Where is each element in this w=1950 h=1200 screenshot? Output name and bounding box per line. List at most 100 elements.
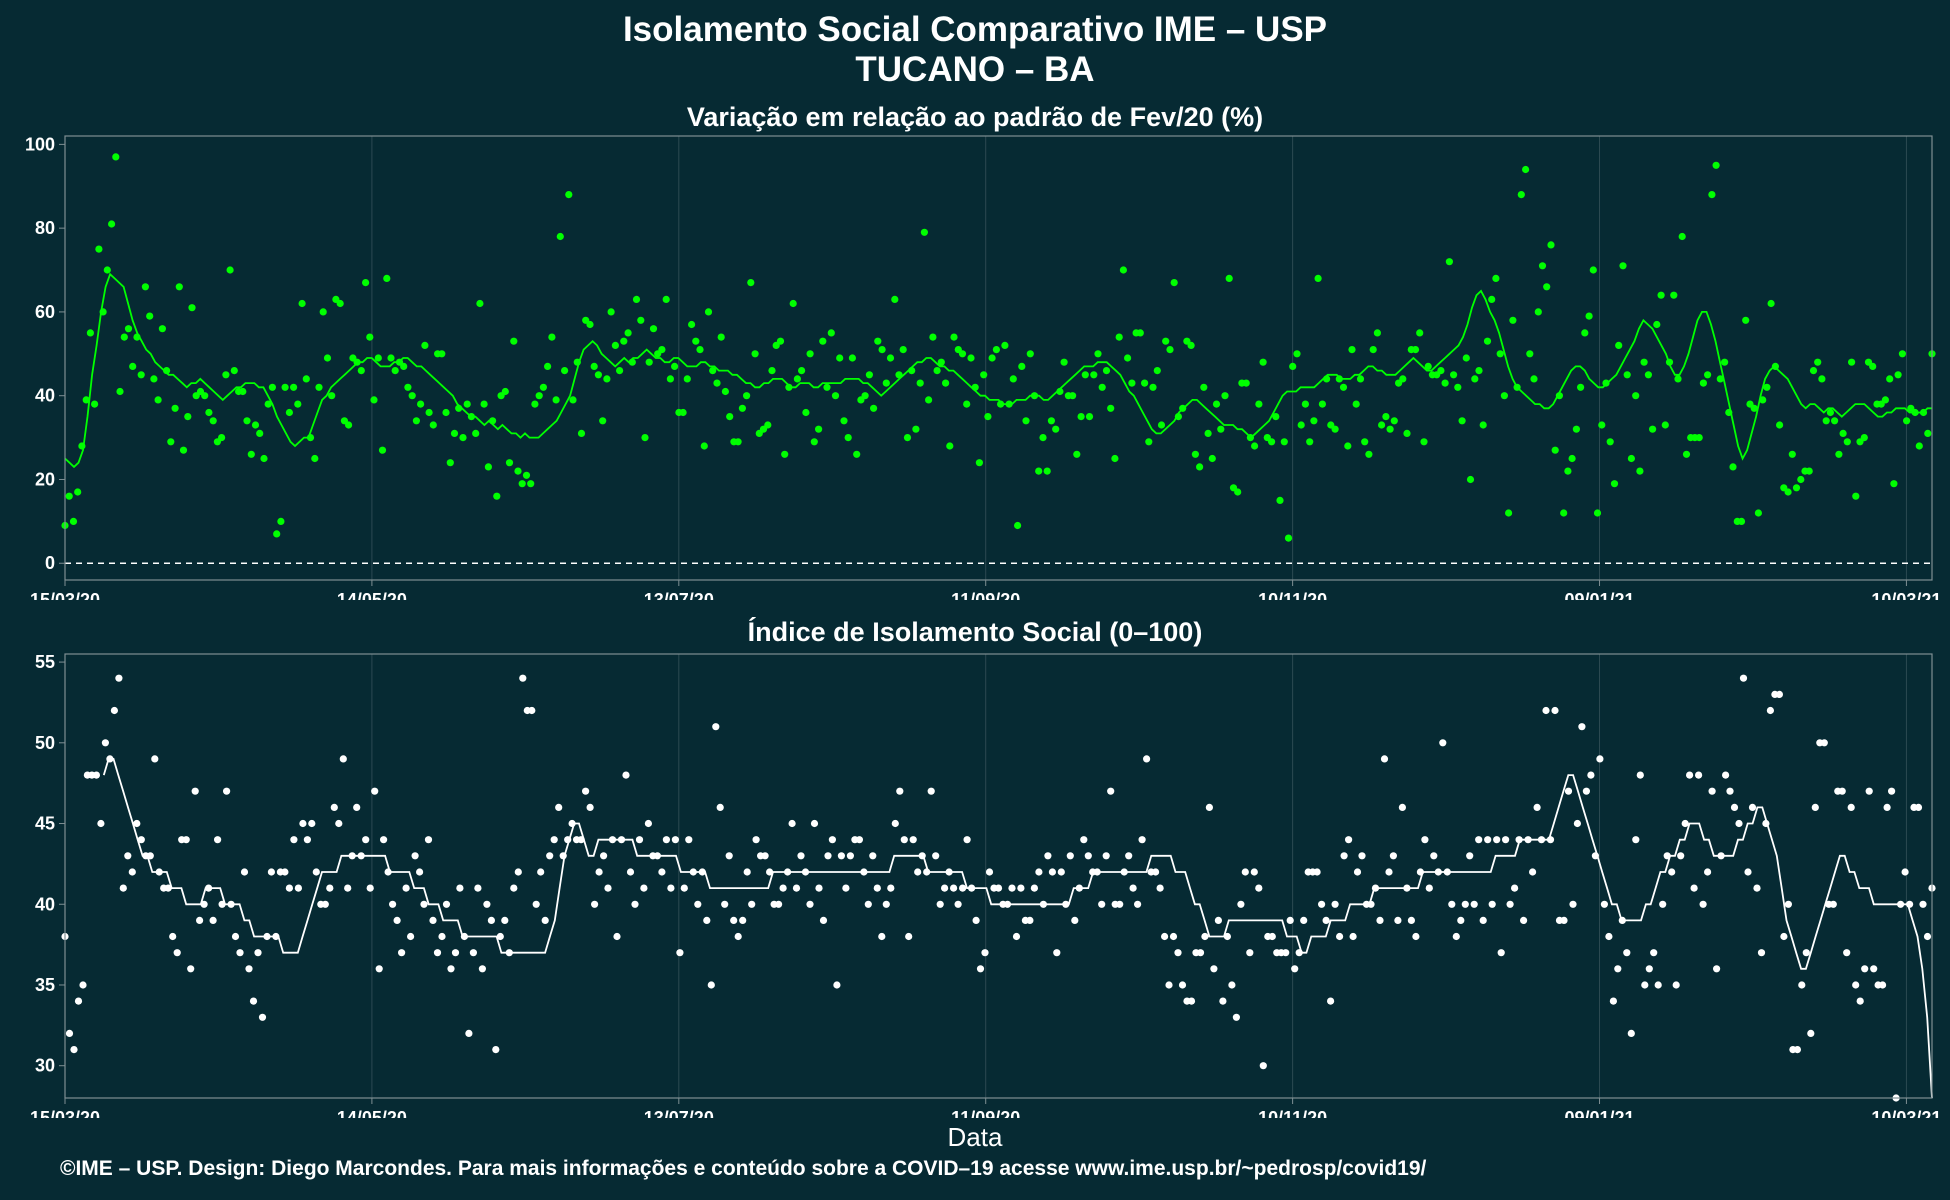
variation-data-point xyxy=(1141,379,1149,387)
y-tick-label: 30 xyxy=(35,1056,55,1076)
variation-data-point xyxy=(1792,484,1801,492)
index-data-point xyxy=(1291,965,1299,973)
variation-data-point xyxy=(823,383,831,391)
variation-data-point xyxy=(476,299,484,308)
variation-data-point xyxy=(1191,450,1199,458)
variation-data-point xyxy=(116,387,124,396)
index-data-point xyxy=(326,884,334,892)
index-data-point xyxy=(1852,981,1860,989)
variation-data-point xyxy=(806,350,814,358)
index-data-point xyxy=(779,884,787,892)
index-data-point xyxy=(945,868,953,876)
variation-data-point xyxy=(1598,421,1606,429)
index-data-point xyxy=(1484,836,1492,844)
index-data-point xyxy=(577,836,585,844)
variation-data-point xyxy=(679,408,687,417)
variation-data-point xyxy=(362,279,370,287)
variation-data-point xyxy=(391,367,399,375)
index-data-point xyxy=(1870,965,1878,973)
index-data-point xyxy=(1641,981,1649,989)
variation-data-point xyxy=(649,325,658,333)
variation-data-point xyxy=(1814,358,1822,366)
index-data-point xyxy=(734,932,742,941)
variation-data-point xyxy=(1039,434,1047,442)
variation-data-point xyxy=(450,429,459,437)
variation-data-point xyxy=(1069,392,1077,400)
index-data-point xyxy=(1071,916,1079,924)
variation-data-point xyxy=(1661,421,1669,429)
index-data-point xyxy=(1883,803,1891,811)
index-data-point xyxy=(79,981,87,989)
chart-subtitle: TUCANO – BA xyxy=(855,50,1095,89)
variation-data-point xyxy=(1077,413,1085,421)
index-data-point xyxy=(1443,868,1451,876)
variation-data-point xyxy=(747,279,755,287)
index-data-point xyxy=(1600,900,1608,908)
variation-data-point xyxy=(1526,350,1534,358)
variation-data-point xyxy=(721,387,730,396)
index-data-point xyxy=(447,965,455,973)
variation-data-point xyxy=(1831,417,1839,425)
index-data-point xyxy=(1196,949,1205,957)
index-data-point xyxy=(321,900,329,908)
variation-data-point xyxy=(1217,425,1225,433)
variation-data-point xyxy=(108,220,116,228)
variation-data-point xyxy=(1052,425,1060,433)
variation-data-point xyxy=(899,346,907,354)
variation-data-point xyxy=(1737,517,1746,525)
index-data-point xyxy=(640,884,648,892)
index-data-point xyxy=(1820,739,1828,747)
index-data-point xyxy=(1524,836,1532,844)
index-data-point xyxy=(1713,965,1721,973)
y-tick-label: 80 xyxy=(35,218,55,238)
variation-data-point xyxy=(539,383,548,391)
index-data-point xyxy=(896,787,904,795)
variation-data-point xyxy=(522,471,531,479)
index-data-point xyxy=(608,836,617,844)
variation-data-point xyxy=(1310,417,1318,425)
index-data-point xyxy=(932,852,940,860)
index-data-point xyxy=(1511,884,1519,892)
variation-data-point xyxy=(277,517,285,525)
variation-data-point xyxy=(1479,421,1487,429)
index-data-point xyxy=(532,900,540,908)
index-data-point xyxy=(748,900,756,908)
index-data-point xyxy=(972,916,980,924)
index-data-point xyxy=(1075,884,1083,892)
variation-data-point xyxy=(1005,400,1013,408)
index-data-point xyxy=(1811,803,1819,811)
variation-data-point xyxy=(1094,350,1102,358)
x-tick-label: 14/05/20 xyxy=(337,590,407,600)
index-data-point xyxy=(1223,932,1231,941)
variation-data-point xyxy=(171,404,179,412)
variation-data-point xyxy=(489,417,497,425)
index-data-point xyxy=(1295,949,1303,957)
panel1-title: Variação em relação ao padrão de Fev/20 … xyxy=(686,102,1264,132)
variation-data-point xyxy=(768,367,776,375)
index-data-point xyxy=(1371,884,1380,892)
variation-data-point xyxy=(1124,354,1132,362)
index-data-point xyxy=(196,916,204,924)
index-data-point xyxy=(725,852,733,860)
variation-data-point xyxy=(366,333,374,341)
variation-data-point xyxy=(1196,463,1204,471)
index-data-point xyxy=(1591,852,1599,860)
index-data-point xyxy=(1636,771,1644,779)
variation-data-point xyxy=(1581,329,1589,337)
index-data-point xyxy=(519,674,527,682)
index-data-point xyxy=(1282,949,1290,957)
index-data-point xyxy=(1044,852,1052,860)
variation-data-point xyxy=(1627,454,1635,463)
variation-data-point xyxy=(544,362,552,370)
index-data-point xyxy=(923,868,931,876)
index-data-point xyxy=(595,868,603,876)
index-data-point xyxy=(344,884,352,892)
index-data-point xyxy=(1793,1046,1801,1054)
variation-data-point xyxy=(184,413,192,421)
index-data-point xyxy=(528,706,536,715)
index-data-point xyxy=(846,852,855,860)
variation-data-point xyxy=(141,283,149,291)
index-data-point xyxy=(680,884,688,892)
variation-data-point xyxy=(1331,425,1339,433)
index-data-point xyxy=(1152,868,1160,876)
